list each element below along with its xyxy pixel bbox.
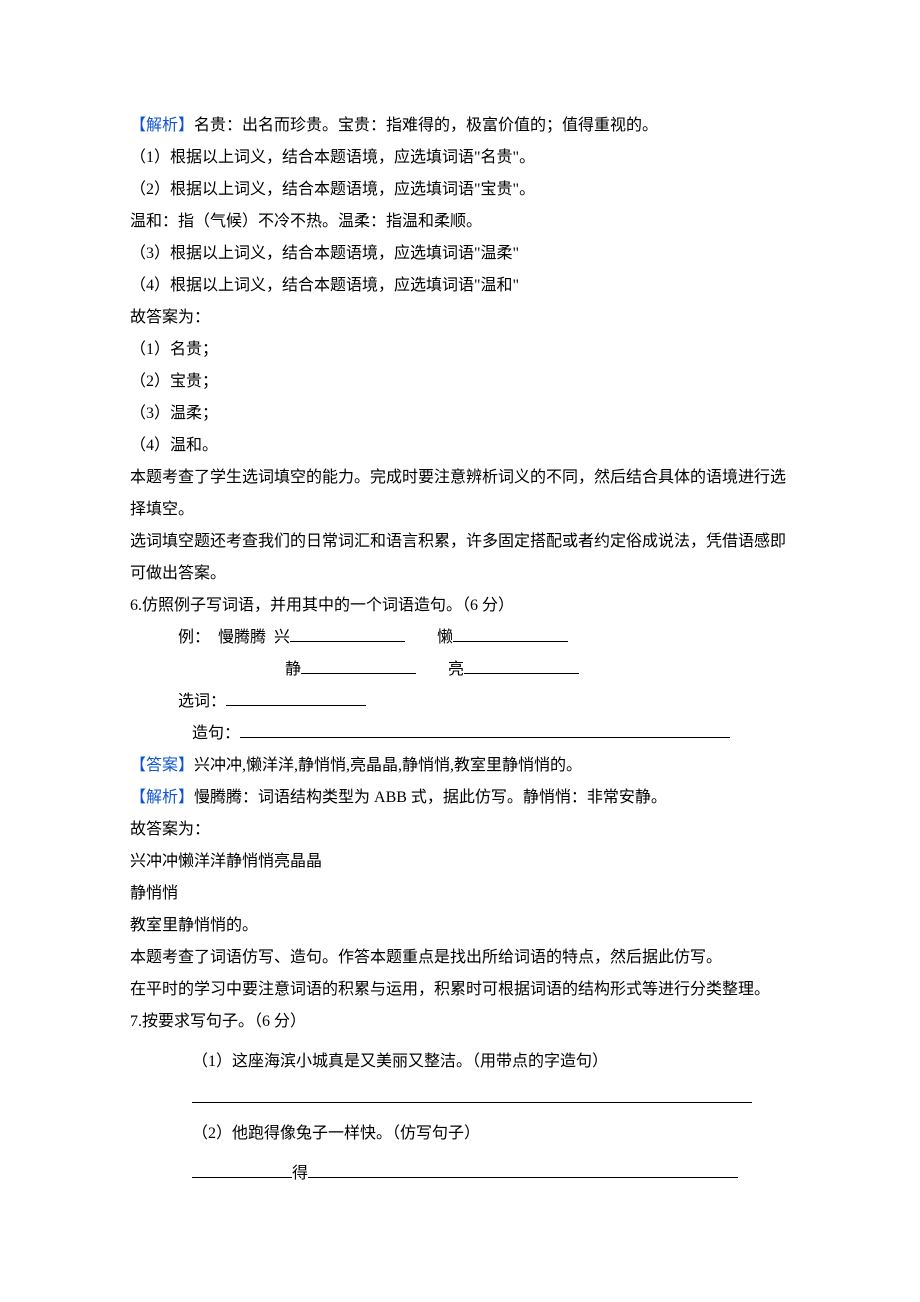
analysis-label-2: 【解析】 — [130, 789, 194, 806]
q7-item2: （2）他跑得像兔子一样快。（仿写句子） — [130, 1118, 800, 1150]
analysis-text-1: 名贵：出名而珍贵。宝贵：指难得的，极富价值的；值得重视的。 — [194, 117, 658, 134]
spacer — [130, 1038, 800, 1046]
blank-choice[interactable] — [226, 687, 366, 706]
blank-lan[interactable] — [453, 623, 568, 642]
line-1-9: （3）温柔； — [130, 398, 800, 430]
blank-xing[interactable] — [290, 623, 405, 642]
q6-line-3: 教室里静悄悄的。 — [130, 910, 800, 942]
example-word: 慢腾腾 — [218, 629, 266, 646]
example-label: 例： — [178, 629, 210, 646]
q7-blank1-line — [130, 1086, 800, 1118]
q6-line-4: 本题考查了词语仿写、造句。作答本题重点是找出所给词语的特点，然后据此仿写。 — [130, 942, 800, 974]
char-jing: 静 — [285, 661, 301, 678]
q7-item1: （1）这座海滨小城真是又美丽又整洁。（用带点的字造句） — [130, 1046, 800, 1078]
q7-blank2-line: 得 — [130, 1158, 800, 1190]
q6-line-5: 在平时的学习中要注意词语的积累与运用，积累时可根据词语的结构形式等进行分类整理。 — [130, 974, 800, 1006]
q6-line-0: 故答案为： — [130, 814, 800, 846]
blank-jing[interactable] — [301, 655, 416, 674]
line-1-3: 温和：指（气候）不冷不热。温柔：指温和柔顺。 — [130, 206, 800, 238]
q6-line2: 静 亮 — [130, 654, 800, 686]
line-1-11: 本题考查了学生选词填空的能力。完成时要注意辨析词义的不同，然后结合具体的语境进行… — [130, 462, 800, 526]
q6-sentence-line: 造句： — [130, 718, 800, 750]
q6-example-line: 例： 慢腾腾 兴 懒 — [130, 622, 800, 654]
line-1-10: （4）温和。 — [130, 430, 800, 462]
spacer — [130, 1150, 800, 1158]
choice-label: 选词： — [178, 693, 226, 710]
q6-line-1: 兴冲冲懒洋洋静悄悄亮晶晶 — [130, 846, 800, 878]
q7-blank2-left[interactable] — [192, 1159, 292, 1178]
line-1-1: （1）根据以上词义，结合本题语境，应选填词语"名贵"。 — [130, 142, 800, 174]
spacer — [130, 1078, 800, 1086]
line-1-5: （4）根据以上词义，结合本题语境，应选填词语"温和" — [130, 270, 800, 302]
analysis-paragraph-1: 【解析】名贵：出名而珍贵。宝贵：指难得的，极富价值的；值得重视的。 — [130, 110, 800, 142]
q6-line-2: 静悄悄 — [130, 878, 800, 910]
line-1-12: 选词填空题还考查我们的日常词汇和语言积累，许多固定搭配或者约定俗成说法，凭借语感… — [130, 526, 800, 590]
q7-blank1[interactable] — [192, 1102, 752, 1103]
char-lan: 懒 — [437, 629, 453, 646]
q6-answer-text: 兴冲冲,懒洋洋,静悄悄,亮晶晶,静悄悄,教室里静悄悄的。 — [194, 757, 582, 774]
q6-answer: 【答案】兴冲冲,懒洋洋,静悄悄,亮晶晶,静悄悄,教室里静悄悄的。 — [130, 750, 800, 782]
q7-blank2-right[interactable] — [308, 1159, 738, 1178]
line-1-4: （3）根据以上词义，结合本题语境，应选填词语"温柔" — [130, 238, 800, 270]
char-xing: 兴 — [274, 629, 290, 646]
q6-choice-line: 选词： — [130, 686, 800, 718]
line-1-7: （1）名贵； — [130, 334, 800, 366]
char-liang: 亮 — [448, 661, 464, 678]
analysis-label: 【解析】 — [130, 117, 194, 134]
answer-label: 【答案】 — [130, 757, 194, 774]
q6-analysis-text: 慢腾腾：词语结构类型为 ABB 式，据此仿写。静悄悄：非常安静。 — [194, 789, 667, 806]
blank-liang[interactable] — [464, 655, 579, 674]
q7-title: 7.按要求写句子。（6 分） — [130, 1006, 800, 1038]
sentence-label: 造句： — [192, 725, 240, 742]
line-1-2: （2）根据以上词义，结合本题语境，应选填词语"宝贵"。 — [130, 174, 800, 206]
word-de: 得 — [292, 1165, 308, 1182]
q6-analysis: 【解析】慢腾腾：词语结构类型为 ABB 式，据此仿写。静悄悄：非常安静。 — [130, 782, 800, 814]
q6-title: 6.仿照例子写词语，并用其中的一个词语造句。（6 分） — [130, 590, 800, 622]
line-1-6: 故答案为： — [130, 302, 800, 334]
line-1-8: （2）宝贵； — [130, 366, 800, 398]
blank-sentence[interactable] — [240, 719, 730, 738]
